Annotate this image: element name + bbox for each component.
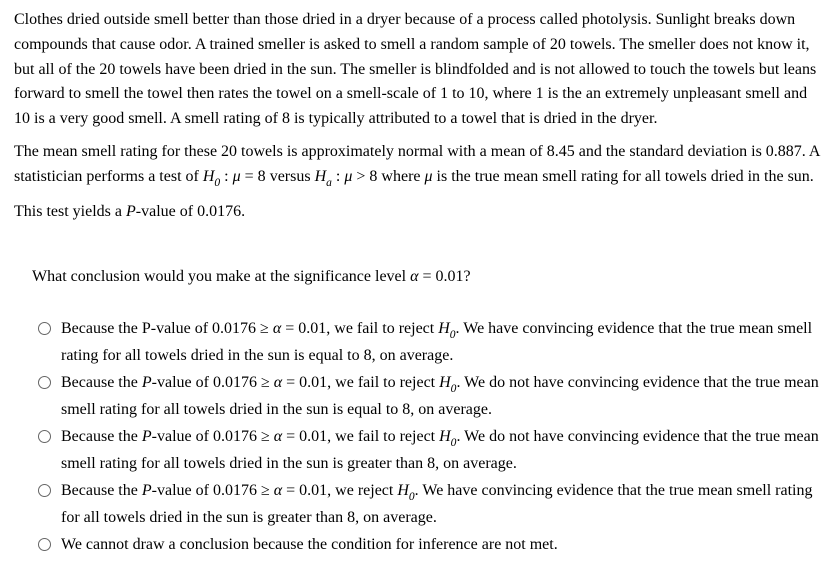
question-prefix: What conclusion would you make at the si…: [32, 268, 410, 285]
h0-colon: :: [220, 168, 232, 185]
p3-text-b: -value of 0.0176.: [136, 203, 245, 220]
mu-symbol-1: μ: [233, 168, 241, 185]
c2-b: -value of 0.0176 ≥: [152, 374, 274, 391]
context-paragraph-1: Clothes dried outside smell better than …: [14, 8, 825, 132]
c2-P: P: [142, 374, 152, 391]
choice-1-text: Because the P-value of 0.0176 ≥ α = 0.01…: [61, 317, 825, 369]
c4-b: -value of 0.0176 ≥: [152, 482, 274, 499]
context-paragraph-2: The mean smell rating for these 20 towel…: [14, 140, 825, 192]
radio-icon[interactable]: [38, 538, 51, 551]
c3-b: -value of 0.0176 ≥: [152, 428, 274, 445]
c2-alpha: α: [274, 374, 282, 391]
choice-1[interactable]: Because the P-value of 0.0176 ≥ α = 0.01…: [38, 317, 825, 369]
radio-icon[interactable]: [38, 376, 51, 389]
c4-a: Because the: [61, 482, 142, 499]
question-block: What conclusion would you make at the si…: [14, 265, 825, 558]
choice-4-text: Because the P-value of 0.0176 ≥ α = 0.01…: [61, 479, 825, 531]
c2-a: Because the: [61, 374, 142, 391]
radio-icon[interactable]: [38, 484, 51, 497]
c2-h0: H0: [439, 374, 456, 391]
choice-4[interactable]: Because the P-value of 0.0176 ≥ α = 0.01…: [38, 479, 825, 531]
ha-symbol: Ha: [315, 168, 332, 185]
p-symbol: P: [126, 203, 136, 220]
c1-a: Because the P-value of 0.0176 ≥: [61, 320, 273, 337]
c3-c: = 0.01, we fail to reject: [282, 428, 439, 445]
c1-b: = 0.01, we fail to reject: [281, 320, 438, 337]
p2-text-c: where: [381, 168, 424, 185]
context-paragraph-3: This test yields a P-value of 0.0176.: [14, 200, 825, 225]
c4-alpha: α: [274, 482, 282, 499]
h0-expr: = 8: [241, 168, 266, 185]
p3-text-a: This test yields a: [14, 203, 126, 220]
choice-3[interactable]: Because the P-value of 0.0176 ≥ α = 0.01…: [38, 425, 825, 477]
c4-P: P: [142, 482, 152, 499]
c1-h0: H0: [438, 320, 455, 337]
choice-2-text: Because the P-value of 0.0176 ≥ α = 0.01…: [61, 371, 825, 423]
c3-h0: H0: [439, 428, 456, 445]
h0-symbol: H0: [203, 168, 220, 185]
alpha-symbol: α: [410, 268, 418, 285]
choice-2[interactable]: Because the P-value of 0.0176 ≥ α = 0.01…: [38, 371, 825, 423]
radio-icon[interactable]: [38, 322, 51, 335]
c4-h0: H0: [397, 482, 414, 499]
p2-text-b: versus: [270, 168, 315, 185]
ha-expr: > 8: [352, 168, 377, 185]
choices-group: Because the P-value of 0.0176 ≥ α = 0.01…: [32, 317, 825, 557]
c1-alpha: α: [273, 320, 281, 337]
c3-alpha: α: [274, 428, 282, 445]
p2-text-d: is the true mean smell rating for all to…: [433, 168, 814, 185]
ha-colon: :: [332, 168, 344, 185]
c3-a: Because the: [61, 428, 142, 445]
choice-5[interactable]: We cannot draw a conclusion because the …: [38, 533, 825, 558]
alpha-expr: = 0.01?: [419, 268, 471, 285]
radio-icon[interactable]: [38, 430, 51, 443]
choice-3-text: Because the P-value of 0.0176 ≥ α = 0.01…: [61, 425, 825, 477]
c3-P: P: [142, 428, 152, 445]
c4-c: = 0.01, we reject: [282, 482, 397, 499]
mu-symbol-3: μ: [425, 168, 433, 185]
choice-5-text: We cannot draw a conclusion because the …: [61, 533, 825, 558]
question-text: What conclusion would you make at the si…: [32, 265, 825, 290]
c2-c: = 0.01, we fail to reject: [282, 374, 439, 391]
